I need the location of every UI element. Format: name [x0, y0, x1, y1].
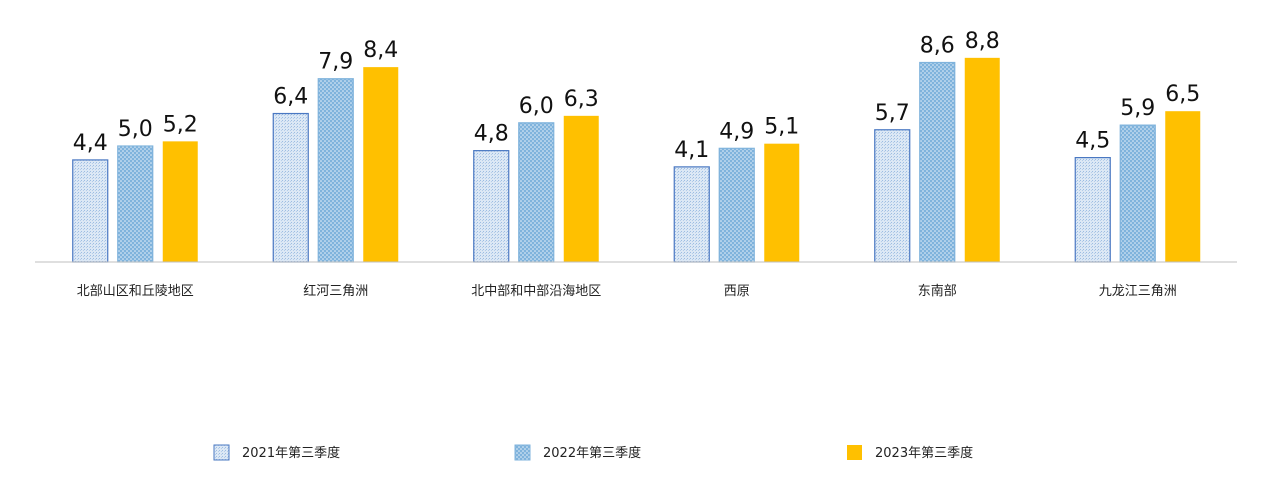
legend-label: 2021年第三季度 [242, 445, 340, 461]
bar-1-series-3 [162, 141, 198, 262]
bar-3-series-3 [563, 115, 599, 262]
category-label: 红河三角洲 [303, 283, 368, 299]
bar-2-series-2 [317, 78, 354, 263]
bar-3-series-2 [518, 122, 555, 263]
bar-6-series-3 [1165, 111, 1201, 262]
category-label: 九龙江三角洲 [1099, 284, 1177, 299]
legend-swatch-1 [213, 444, 230, 461]
value-label: 8,8 [965, 29, 1000, 54]
bar-2-series-3 [363, 67, 399, 263]
bar-4-series-3 [764, 143, 800, 262]
category-label: 东南部 [918, 283, 957, 299]
legend-swatch-2 [514, 444, 531, 461]
value-label: 6,5 [1165, 82, 1200, 107]
bars-layer [72, 57, 1201, 263]
legend-label: 2023年第三季度 [875, 445, 973, 461]
bar-6-series-2 [1119, 124, 1156, 263]
legend-label: 2022年第三季度 [543, 445, 641, 461]
value-label: 5,9 [1120, 96, 1155, 121]
bar-1-series-1 [72, 159, 109, 263]
value-label: 8,6 [920, 33, 955, 58]
bar-4-series-2 [718, 147, 755, 263]
value-label: 5,2 [163, 112, 198, 137]
category-labels-layer: 北部山区和丘陵地区 红河三角洲 北中部和中部沿海地区 西原 东南部 九龙江三角洲 [77, 283, 1177, 299]
value-label: 5,0 [118, 117, 153, 142]
bar-5-series-3 [964, 57, 1000, 263]
category-label: 北部山区和丘陵地区 [77, 284, 194, 299]
value-label: 4,8 [474, 122, 509, 147]
value-label: 4,9 [719, 119, 754, 144]
legend: 2021年第三季度 2022年第三季度 2023年第三季度 [213, 444, 973, 461]
value-label: 6,4 [273, 85, 308, 110]
category-label: 北中部和中部沿海地区 [471, 284, 601, 299]
legend-swatch-3 [847, 445, 862, 460]
bar-5-series-1 [874, 129, 911, 263]
bar-2-series-1 [272, 112, 309, 263]
value-label: 6,0 [519, 94, 554, 119]
value-labels-layer: 4,4 5,0 5,2 6,4 7,9 8,4 4,8 6,0 6,3 4,1 4,9 5,1 5,7 8… [73, 29, 1201, 163]
value-label: 7,9 [318, 50, 353, 75]
bar-5-series-2 [919, 61, 956, 263]
value-label: 4,1 [674, 138, 709, 163]
value-label: 6,3 [564, 87, 599, 112]
value-label: 5,1 [764, 115, 799, 140]
value-label: 4,5 [1075, 129, 1110, 154]
bar-4-series-1 [673, 166, 710, 263]
value-label: 5,7 [875, 101, 910, 126]
category-label: 西原 [724, 284, 750, 299]
bar-1-series-2 [117, 145, 154, 263]
value-label: 8,4 [363, 38, 398, 63]
bar-6-series-1 [1074, 157, 1111, 263]
value-label: 4,4 [73, 131, 108, 156]
bar-3-series-1 [473, 150, 510, 263]
